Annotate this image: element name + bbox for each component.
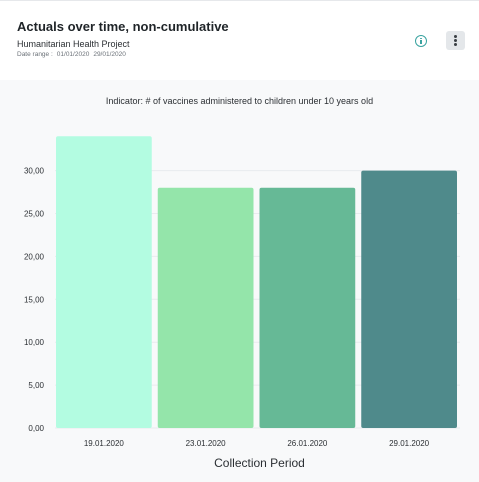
y-tick-label: 25,00: [24, 210, 45, 219]
project-name: Humanitarian Health Project: [17, 39, 130, 49]
info-icon[interactable]: [415, 35, 427, 47]
date-from: 01/01/2020: [56, 51, 90, 58]
y-tick-label: 0,00: [28, 424, 44, 433]
more-vertical-icon: [454, 35, 457, 38]
date-range: Date range :01/01/2020 29/01/2020: [17, 51, 126, 58]
bar: [259, 187, 356, 428]
bar-chart: 0,00 5,00 10,00 15,00 20,00 25,00 30,00 19.01.2…: [24, 136, 460, 470]
x-axis-label: Collection Period: [214, 456, 305, 470]
bar: [361, 170, 457, 428]
more-options-button[interactable]: [446, 31, 465, 50]
y-tick-label: 5,00: [28, 381, 44, 390]
y-tick-label: 15,00: [24, 295, 45, 304]
x-tick-label: 23.01.2020: [186, 439, 227, 448]
bar: [56, 136, 152, 428]
y-tick-label: 10,00: [24, 338, 45, 347]
card-header: Actuals over time, non-cumulative Humani…: [0, 1, 479, 80]
x-tick-label: 19.01.2020: [84, 439, 125, 448]
y-tick-label: 20,00: [24, 252, 45, 261]
bar: [157, 187, 254, 428]
chart-area: Indicator: # of vaccines administered to…: [0, 80, 479, 482]
card-title: Actuals over time, non-cumulative: [17, 19, 229, 34]
x-tick-label: 26.01.2020: [287, 439, 328, 448]
x-tick-label: 29.01.2020: [389, 439, 430, 448]
date-to: 29/01/2020: [93, 51, 126, 58]
indicator-label: Indicator: # of vaccines administered to…: [105, 96, 374, 106]
y-tick-label: 30,00: [24, 167, 45, 176]
date-range-label: Date range :: [17, 51, 53, 58]
